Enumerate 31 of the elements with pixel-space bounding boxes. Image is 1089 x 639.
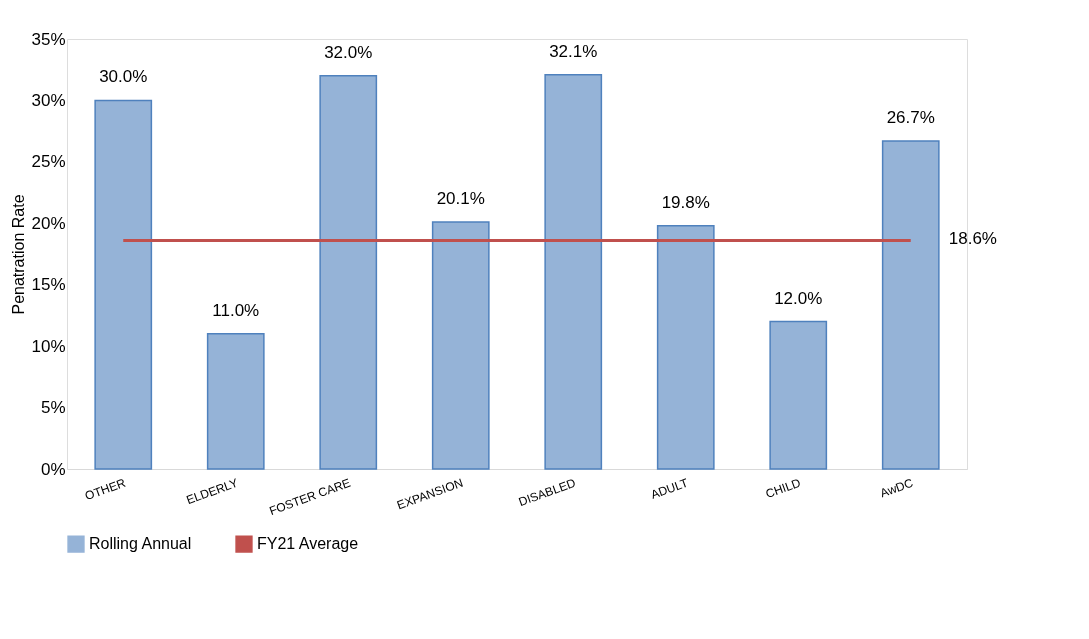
data-label: 20.1% (436, 189, 485, 209)
legend-label: Rolling Annual (89, 535, 192, 553)
data-label: 32.1% (549, 41, 598, 61)
bar (431, 221, 490, 470)
y-tick-label: 10% (31, 336, 66, 356)
data-label: 26.7% (886, 107, 935, 127)
y-tick-label: 30% (31, 90, 66, 110)
data-label: 30.0% (99, 67, 148, 87)
y-tick-label: 0% (40, 459, 66, 479)
bar (206, 333, 265, 470)
data-label: 18.6% (948, 229, 997, 249)
x-tick-label: CHILD (763, 475, 803, 502)
bar (319, 75, 378, 470)
bar (769, 320, 828, 470)
x-tick-label: AwDC (878, 475, 916, 501)
data-label: 11.0% (212, 300, 260, 320)
data-label: 19.8% (661, 192, 710, 212)
y-tick-label: 25% (31, 152, 66, 172)
y-axis-title: Penatration Rate (10, 194, 28, 315)
bar (656, 224, 715, 470)
legend-label: FY21 Average (257, 535, 359, 553)
y-tick-label: 15% (31, 275, 66, 295)
y-tick-label: 35% (31, 29, 66, 49)
bar (544, 73, 603, 470)
y-tick-label: 5% (40, 398, 66, 418)
x-tick-label: OTHER (83, 475, 128, 504)
y-tick-label: 20% (31, 213, 66, 233)
bar (881, 140, 940, 470)
data-label: 32.0% (324, 42, 373, 62)
data-label: 12.0% (774, 288, 823, 308)
bar (94, 99, 153, 470)
